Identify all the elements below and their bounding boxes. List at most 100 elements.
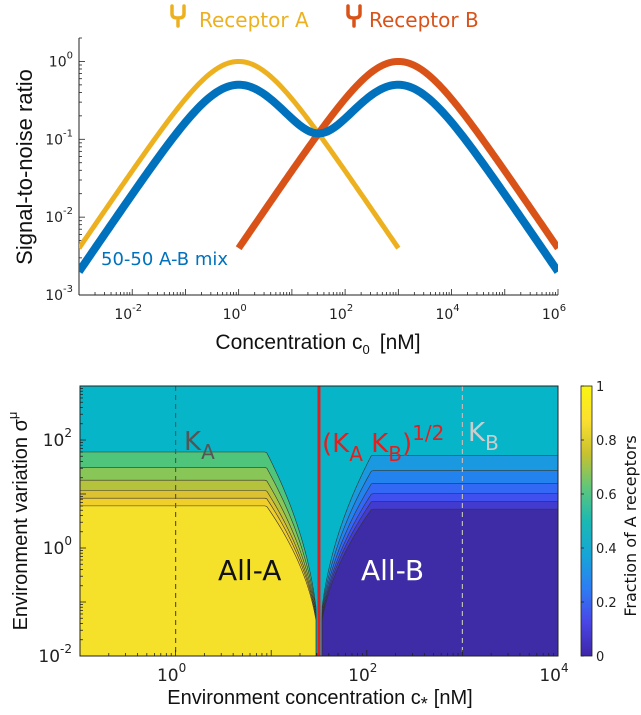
geo-label-sub2: B <box>388 442 402 466</box>
series-line-receptor-a <box>79 58 401 250</box>
colorbar-tick-label: 0.4 <box>596 542 617 557</box>
kb-label: KB <box>468 418 499 455</box>
top-x-tick-label: 102 <box>329 303 353 323</box>
bottom-x-tick-exp: 4 <box>561 661 569 675</box>
bottom-x-tick-base: 10 <box>539 666 561 686</box>
all-b-label: All-B <box>361 554 424 587</box>
bottom-y-tick-exp: 0 <box>64 534 72 548</box>
bottom-y-axis-title: Environment variation σμ <box>5 412 32 631</box>
bottom-x-tick-base: 10 <box>157 666 179 686</box>
legend-receptor-b: Receptor B <box>346 4 479 32</box>
colorbar-tick-label: 0.6 <box>596 488 617 503</box>
top-x-axis-title-unit: [nM] <box>380 331 421 354</box>
bottom-y-tick-exp: 2 <box>64 426 72 440</box>
bottom-y-tick-label: 100 <box>43 534 72 559</box>
top-x-tick-base: 10 <box>114 307 132 323</box>
geo-mean-label: (KA KB)1/2 <box>322 421 444 466</box>
top-y-tick-label: 10-1 <box>45 128 73 148</box>
bottom-y-tick-base: 10 <box>43 539 65 559</box>
bottom-y-tick-label: 10-2 <box>38 642 72 667</box>
top-x-tick-base: 10 <box>223 307 241 323</box>
top-y-tick-exp: -1 <box>63 128 73 139</box>
all-a-label: All-A <box>218 554 281 587</box>
bottom-x-tick-label: 104 <box>539 661 568 686</box>
ka-label-letter: K <box>184 427 202 457</box>
top-y-tick-base: 10 <box>49 54 67 70</box>
bottom-y-tick-base: 10 <box>38 647 60 667</box>
legend-label-receptor-b: Receptor B <box>369 8 479 32</box>
mix-label: 50-50 A-B mix <box>101 249 228 270</box>
colorbar-tick-label: 1 <box>596 380 604 395</box>
kb-label-letter: K <box>468 418 486 448</box>
top-x-tick-exp: 4 <box>453 303 459 314</box>
geo-label-open: (K <box>322 429 350 459</box>
top-x-axis-title-sub: 0 <box>363 342 370 357</box>
top-x-tick-base: 10 <box>435 307 453 323</box>
top-chart: Receptor A Receptor B 10-2 100 102 104 10610… <box>12 4 566 357</box>
top-x-tick-label: 106 <box>542 303 566 323</box>
top-x-tick-label: 104 <box>435 303 459 323</box>
bottom-y-axis-title-main: Environment variation σ <box>10 418 32 630</box>
colorbar-tick-label: 0.8 <box>596 434 617 449</box>
top-x-tick-base: 10 <box>542 307 560 323</box>
top-y-tick-exp: 0 <box>67 50 73 61</box>
top-x-tick-label: 10-2 <box>114 303 142 323</box>
all-b-region <box>321 508 558 656</box>
legend-label-receptor-a: Receptor A <box>199 8 309 32</box>
top-y-axis-title: Signal-to-noise ratio <box>12 69 37 265</box>
bottom-x-axis-title-unit: [nM] <box>434 687 473 709</box>
top-y-tick-label: 10-2 <box>45 206 73 226</box>
top-y-tick-label: 10-3 <box>45 284 73 304</box>
geo-label-mid: K <box>363 429 389 459</box>
top-y-tick-label: 100 <box>49 50 73 70</box>
top-y-tick-base: 10 <box>45 288 63 304</box>
top-x-axis-title-main: Concentration c <box>215 331 362 354</box>
bottom-y-tick-label: 102 <box>43 426 72 451</box>
all-a-region <box>80 505 317 656</box>
bottom-plot-frame <box>79 385 559 657</box>
series-line-mix <box>79 80 558 274</box>
top-y-tick-base: 10 <box>45 132 63 148</box>
bottom-y-tick-base: 10 <box>43 431 65 451</box>
colorbar-label: Fraction of A receptors <box>621 435 640 616</box>
top-x-axis-title: Concentration c0 [nM] <box>215 331 420 357</box>
bottom-y-tick-exp: -2 <box>60 642 72 656</box>
top-x-tick-exp: 6 <box>560 303 566 314</box>
geo-label-close: ) <box>402 429 412 459</box>
top-x-tick-exp: -2 <box>132 303 142 314</box>
top-x-tick-label: 100 <box>223 303 247 323</box>
bottom-x-tick-exp: 0 <box>179 661 187 675</box>
ka-label: KA <box>184 427 215 464</box>
colorbar-tick-label: 0.2 <box>596 596 617 611</box>
bottom-x-tick-base: 10 <box>348 666 370 686</box>
legend: Receptor A Receptor B <box>170 4 479 32</box>
legend-receptor-a: Receptor A <box>170 4 309 32</box>
ka-label-sub: A <box>201 440 215 464</box>
geo-label-sub1: A <box>349 442 363 466</box>
bottom-x-axis-title-main: Environment concentration c <box>167 687 420 709</box>
receptor-b-icon <box>346 4 362 28</box>
top-x-tick-base: 10 <box>329 307 347 323</box>
bottom-x-axis-title-sub: * <box>421 694 428 714</box>
geo-label-sup: 1/2 <box>412 421 444 445</box>
kb-label-sub: B <box>485 431 499 455</box>
top-y-tick-exp: -3 <box>63 284 73 295</box>
bottom-x-axis-title: Environment concentration c* [nM] <box>167 687 472 714</box>
receptor-a-icon <box>170 4 186 28</box>
series-line-receptor-b <box>235 57 558 251</box>
colorbar-ticks: 0 0.2 0.4 0.6 0.8 1 <box>581 380 617 665</box>
bottom-x-tick-label: 100 <box>157 661 186 686</box>
top-x-tick-exp: 2 <box>347 303 353 314</box>
top-y-tick-exp: -2 <box>63 206 73 217</box>
colorbar-tick-label: 0 <box>596 650 604 665</box>
colorbar <box>580 385 593 657</box>
bottom-y-axis-title-sub: μ <box>5 412 20 420</box>
top-y-tick-base: 10 <box>45 210 63 226</box>
bottom-x-tick-exp: 2 <box>370 661 378 675</box>
bottom-x-tick-label: 102 <box>348 661 377 686</box>
top-x-tick-exp: 0 <box>240 303 246 314</box>
